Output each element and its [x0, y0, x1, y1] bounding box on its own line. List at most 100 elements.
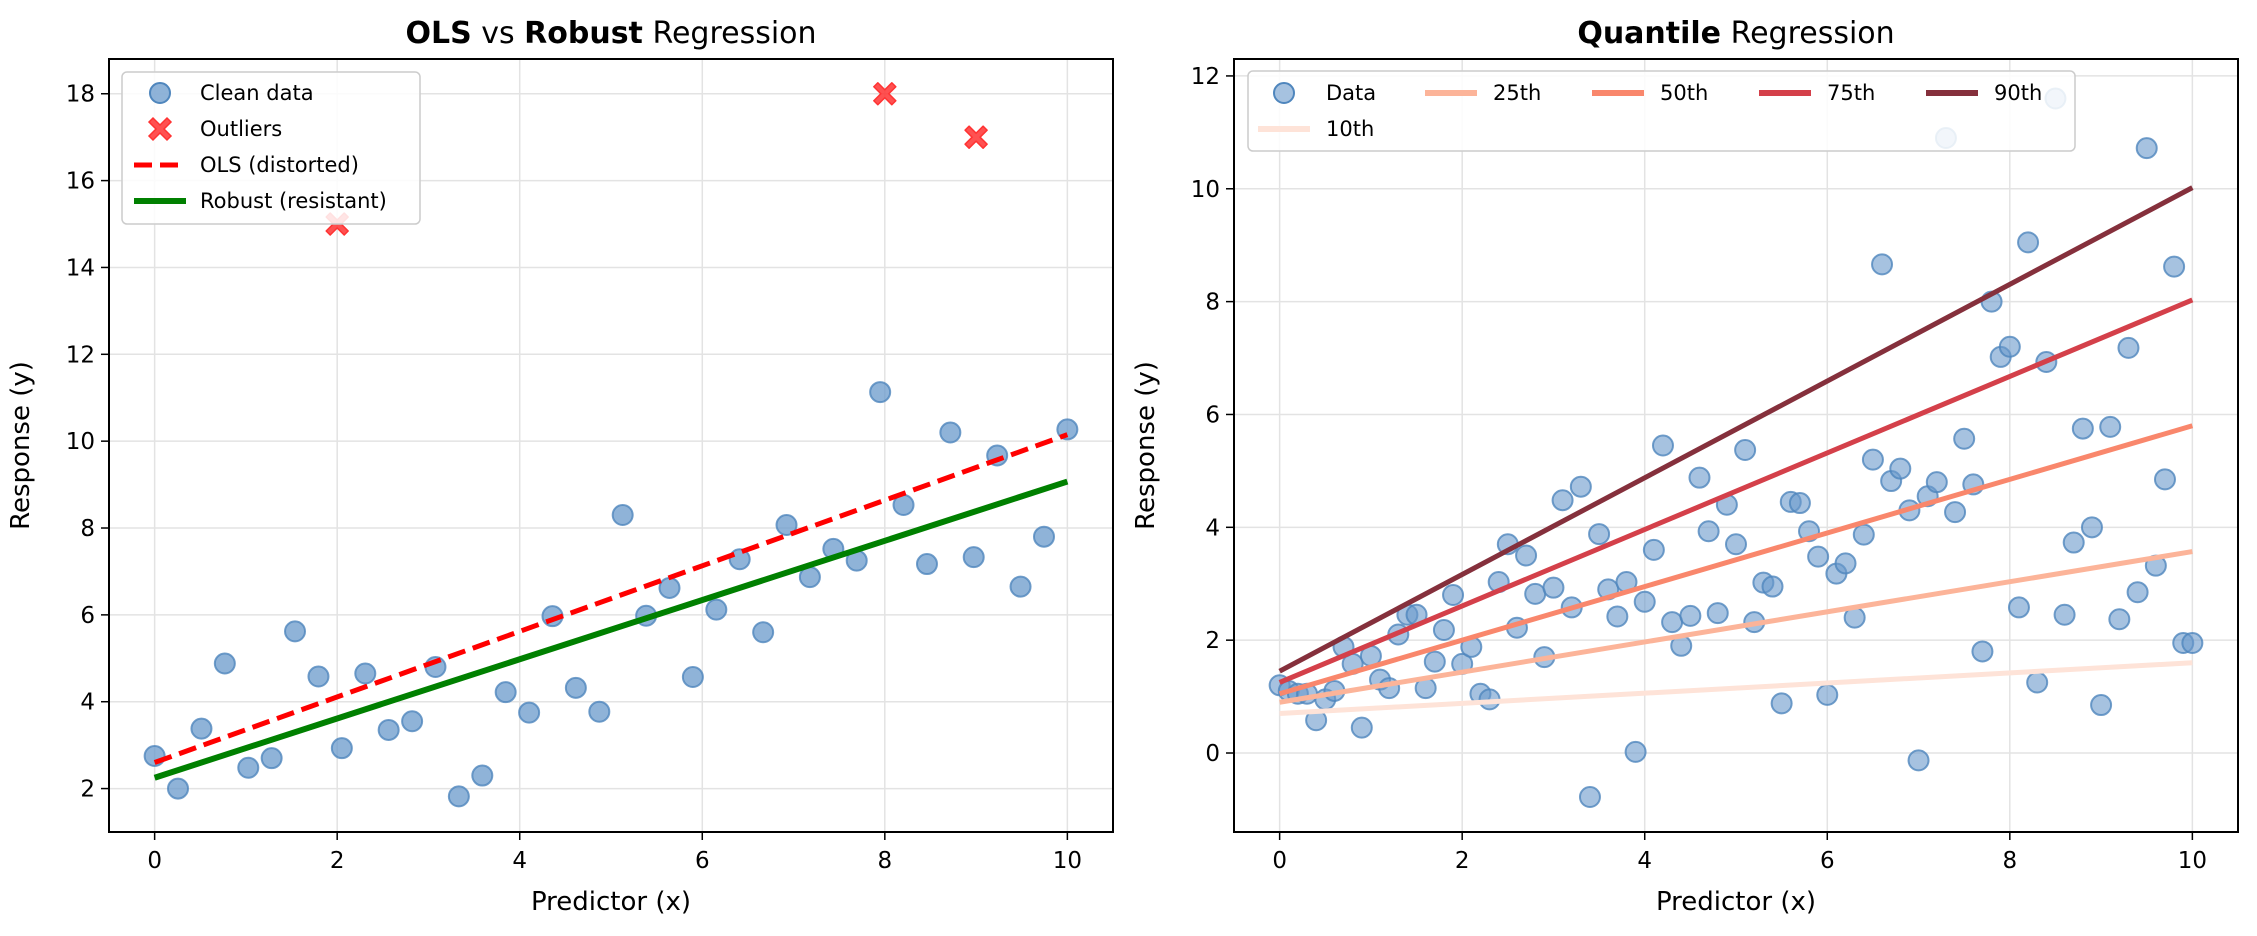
legend-label: Data [1326, 81, 1376, 105]
regression-line-25th [1279, 549, 2193, 705]
y-tick-label: 2 [1205, 628, 1220, 654]
data-point [1515, 544, 1538, 567]
regression-line-75th [1278, 297, 2194, 685]
data-point [354, 662, 377, 685]
legend: Clean data Outliers OLS (distorted) Robust … [121, 71, 421, 225]
data-point [1734, 439, 1757, 462]
outlier-marker [964, 125, 988, 149]
legend-swatch-circle [149, 82, 171, 104]
data-point [2181, 631, 2204, 654]
data-point [752, 621, 775, 644]
data-point [1697, 520, 1720, 543]
x-tick-label: 6 [695, 848, 710, 874]
data-point [2108, 608, 2131, 631]
outlier-point [873, 81, 897, 106]
y-axis-label: Response (y) [6, 361, 36, 530]
data-point [2026, 671, 2049, 694]
legend-label: 50th [1660, 81, 1708, 105]
data-point [1788, 492, 1811, 515]
legend-label: Clean data [200, 81, 314, 105]
data-point [1688, 466, 1711, 489]
title-part: Regression [1721, 16, 1895, 51]
data-point [307, 665, 330, 688]
data-point [1770, 692, 1793, 715]
data-point [401, 710, 424, 733]
data-point [377, 718, 400, 741]
data-point [1679, 604, 1702, 627]
data-point [705, 598, 728, 621]
x-axis-label: Predictor (x) [1656, 887, 1816, 917]
data-point [2053, 603, 2076, 626]
data-point [1761, 575, 1784, 598]
grid [109, 59, 1113, 832]
data-point [2163, 255, 2186, 278]
data-point [962, 546, 985, 569]
y-tick-label: 16 [66, 169, 95, 195]
x-tick-label: 10 [1053, 848, 1082, 874]
legend-label: 25th [1493, 81, 1541, 105]
data-point [611, 503, 634, 526]
y-axis-label: Response (y) [1131, 361, 1161, 530]
chart-title: Quantile Regression [1577, 16, 1894, 51]
data-point [260, 747, 283, 770]
data-point [447, 785, 470, 808]
legend-label: Outliers [200, 117, 282, 141]
x-tick-label: 8 [2002, 848, 2017, 874]
legend: Data 25th 50th 75th 90th 10th [1247, 70, 2076, 152]
data-point [1350, 716, 1373, 739]
data-point [1871, 253, 1894, 276]
data-point [1633, 590, 1656, 613]
data-point [1542, 576, 1565, 599]
y-tick-label: 6 [80, 603, 95, 629]
y-tick-label: 0 [1205, 741, 1220, 767]
data-point [518, 701, 541, 724]
plot-marks [1268, 87, 2204, 809]
x-tick-label: 4 [1637, 848, 1652, 874]
data-point [2090, 694, 2113, 717]
data-point [1442, 584, 1465, 607]
data-point [1944, 501, 1967, 524]
data-point [728, 548, 751, 571]
y-tick-label: 10 [66, 429, 95, 455]
data-point [1606, 605, 1629, 628]
data-point [1524, 582, 1547, 605]
data-point [1423, 650, 1446, 673]
data-point [915, 553, 938, 576]
y-tick-label: 12 [66, 342, 95, 368]
y-tick-label: 18 [66, 82, 95, 108]
data-point [2017, 231, 2040, 254]
title-part: Quantile [1577, 16, 1721, 51]
y-tick-label: 6 [1205, 402, 1220, 428]
title-part: Regression [643, 16, 817, 51]
outlier-point [964, 125, 988, 149]
x-axis-ticks: 0 2 4 6 8 10 [1272, 832, 2207, 874]
legend-box [121, 71, 421, 225]
axes-frame [1233, 58, 2239, 833]
data-point [1907, 749, 1930, 772]
data-point [1725, 533, 1747, 556]
data-point [869, 381, 892, 404]
data-point [939, 421, 962, 444]
data-point [167, 777, 190, 800]
data-point [213, 652, 236, 675]
data-point [1807, 545, 1830, 568]
data-point [658, 576, 681, 599]
legend-label: OLS (distorted) [200, 153, 359, 177]
y-axis-ticks: 2 4 6 8 10 12 14 16 18 [66, 82, 109, 803]
legend-x-marker [147, 116, 173, 142]
data-point [1852, 523, 1875, 546]
data-point [1661, 611, 1684, 634]
data-point [1651, 434, 1674, 457]
data-point [237, 756, 260, 779]
legend-swatch-x [147, 116, 173, 142]
legend-label: Robust (resistant) [200, 189, 387, 213]
data-point [494, 681, 517, 704]
data-point [681, 665, 704, 688]
data-point [2062, 531, 2085, 554]
x-tick-label: 10 [2178, 848, 2207, 874]
quantile-regression-panel: Quantile Regression 0 2 4 6 8 10 0 2 4 6 8 10 12 Pr… [1131, 16, 2239, 917]
legend-label: 90th [1994, 81, 2042, 105]
y-tick-label: 12 [1191, 64, 1220, 90]
data-point [471, 764, 494, 787]
